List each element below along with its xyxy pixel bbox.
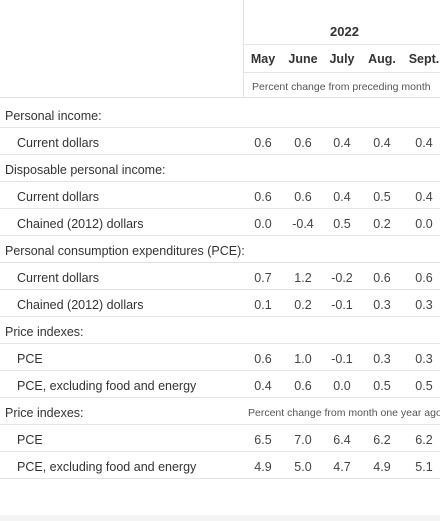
row-divider — [0, 208, 440, 209]
row-label: Current dollars — [17, 190, 99, 204]
table-cell: 6.2 — [373, 433, 391, 447]
row-divider — [0, 424, 440, 425]
table-cell: 0.1 — [254, 298, 272, 312]
table-cell: 0.6 — [254, 352, 272, 366]
column-divider — [243, 0, 244, 97]
table-cell: 4.7 — [333, 460, 351, 474]
table-cell: 6.4 — [333, 433, 351, 447]
row-divider — [0, 127, 440, 128]
row-label: PCE — [17, 352, 43, 366]
row-label: Chained (2012) dollars — [17, 298, 144, 312]
row-divider — [0, 478, 440, 479]
row-divider — [0, 397, 440, 398]
row-label: Current dollars — [17, 271, 99, 285]
month-header-may: May — [250, 52, 276, 66]
row-label: PCE — [17, 433, 43, 447]
row-divider — [0, 154, 440, 155]
table-cell: 0.4 — [415, 190, 433, 204]
table-cell: 1.0 — [294, 352, 312, 366]
table-cell: 0.6 — [254, 190, 272, 204]
month-header-june: June — [288, 52, 318, 66]
table-cell: 0.6 — [294, 190, 312, 204]
year-header: 2022 — [330, 24, 359, 39]
row-divider — [0, 289, 440, 290]
table-cell: 0.4 — [373, 136, 391, 150]
row-divider — [0, 262, 440, 263]
table-cell: 0.6 — [294, 136, 312, 150]
table-cell: 0.6 — [254, 136, 272, 150]
table-cell: -0.4 — [292, 217, 314, 231]
unit-label-monthly: Percent change from preceding month — [252, 81, 431, 93]
table-cell: 0.2 — [294, 298, 312, 312]
table-cell: 0.6 — [294, 379, 312, 393]
table-cell: 0.3 — [415, 298, 433, 312]
month-header-aug: Aug. — [368, 52, 396, 66]
header-rule — [0, 97, 440, 98]
row-divider — [0, 343, 440, 344]
table-cell: 0.5 — [373, 379, 391, 393]
row-label: Price indexes: — [5, 406, 84, 420]
row-divider — [0, 181, 440, 182]
table-cell: 0.7 — [254, 271, 272, 285]
row-label: Personal income: — [5, 109, 102, 123]
row-label: Current dollars — [17, 136, 99, 150]
table-cell: 0.4 — [415, 136, 433, 150]
table-cell: 0.0 — [333, 379, 351, 393]
table-cell: 0.4 — [254, 379, 272, 393]
table-cell: 6.5 — [254, 433, 272, 447]
table-cell: 0.0 — [415, 217, 433, 231]
month-header-sept: Sept. — [408, 52, 440, 66]
table-cell: 7.0 — [294, 433, 312, 447]
row-divider — [0, 370, 440, 371]
table-cell: 5.1 — [415, 460, 433, 474]
table-cell: 0.3 — [373, 352, 391, 366]
row-divider — [0, 451, 440, 452]
month-rule — [243, 72, 440, 73]
table-cell: 0.2 — [373, 217, 391, 231]
row-divider — [0, 235, 440, 236]
table-cell: -0.1 — [331, 298, 353, 312]
table-cell: 0.5 — [415, 379, 433, 393]
table-cell: 0.5 — [333, 217, 351, 231]
year-rule — [243, 44, 440, 45]
table-cell: 0.3 — [415, 352, 433, 366]
table-cell: 0.6 — [373, 271, 391, 285]
table-cell: 0.4 — [333, 136, 351, 150]
row-label: PCE, excluding food and energy — [17, 379, 197, 393]
table-cell: 4.9 — [373, 460, 391, 474]
table-cell: -0.1 — [331, 352, 353, 366]
row-label: Price indexes: — [5, 325, 84, 339]
table-cell: 1.2 — [294, 271, 312, 285]
row-label: Disposable personal income: — [5, 163, 166, 177]
table-cell: 0.5 — [373, 190, 391, 204]
row-divider — [0, 316, 440, 317]
table-cell: 6.2 — [415, 433, 433, 447]
table-cell: 0.6 — [415, 271, 433, 285]
row-label: Chained (2012) dollars — [17, 217, 144, 231]
table-cell: 4.9 — [254, 460, 272, 474]
unit-label-yearly: Percent change from month one year ago — [248, 407, 440, 419]
row-label: Personal consumption expenditures (PCE): — [5, 244, 245, 258]
table-cell: -0.2 — [331, 271, 353, 285]
row-label: PCE, excluding food and energy — [17, 460, 197, 474]
table-cell: 5.0 — [294, 460, 312, 474]
table-cell: 0.3 — [373, 298, 391, 312]
table-cell: 0.4 — [333, 190, 351, 204]
table-cell: 0.0 — [254, 217, 272, 231]
month-header-july: July — [329, 52, 355, 66]
